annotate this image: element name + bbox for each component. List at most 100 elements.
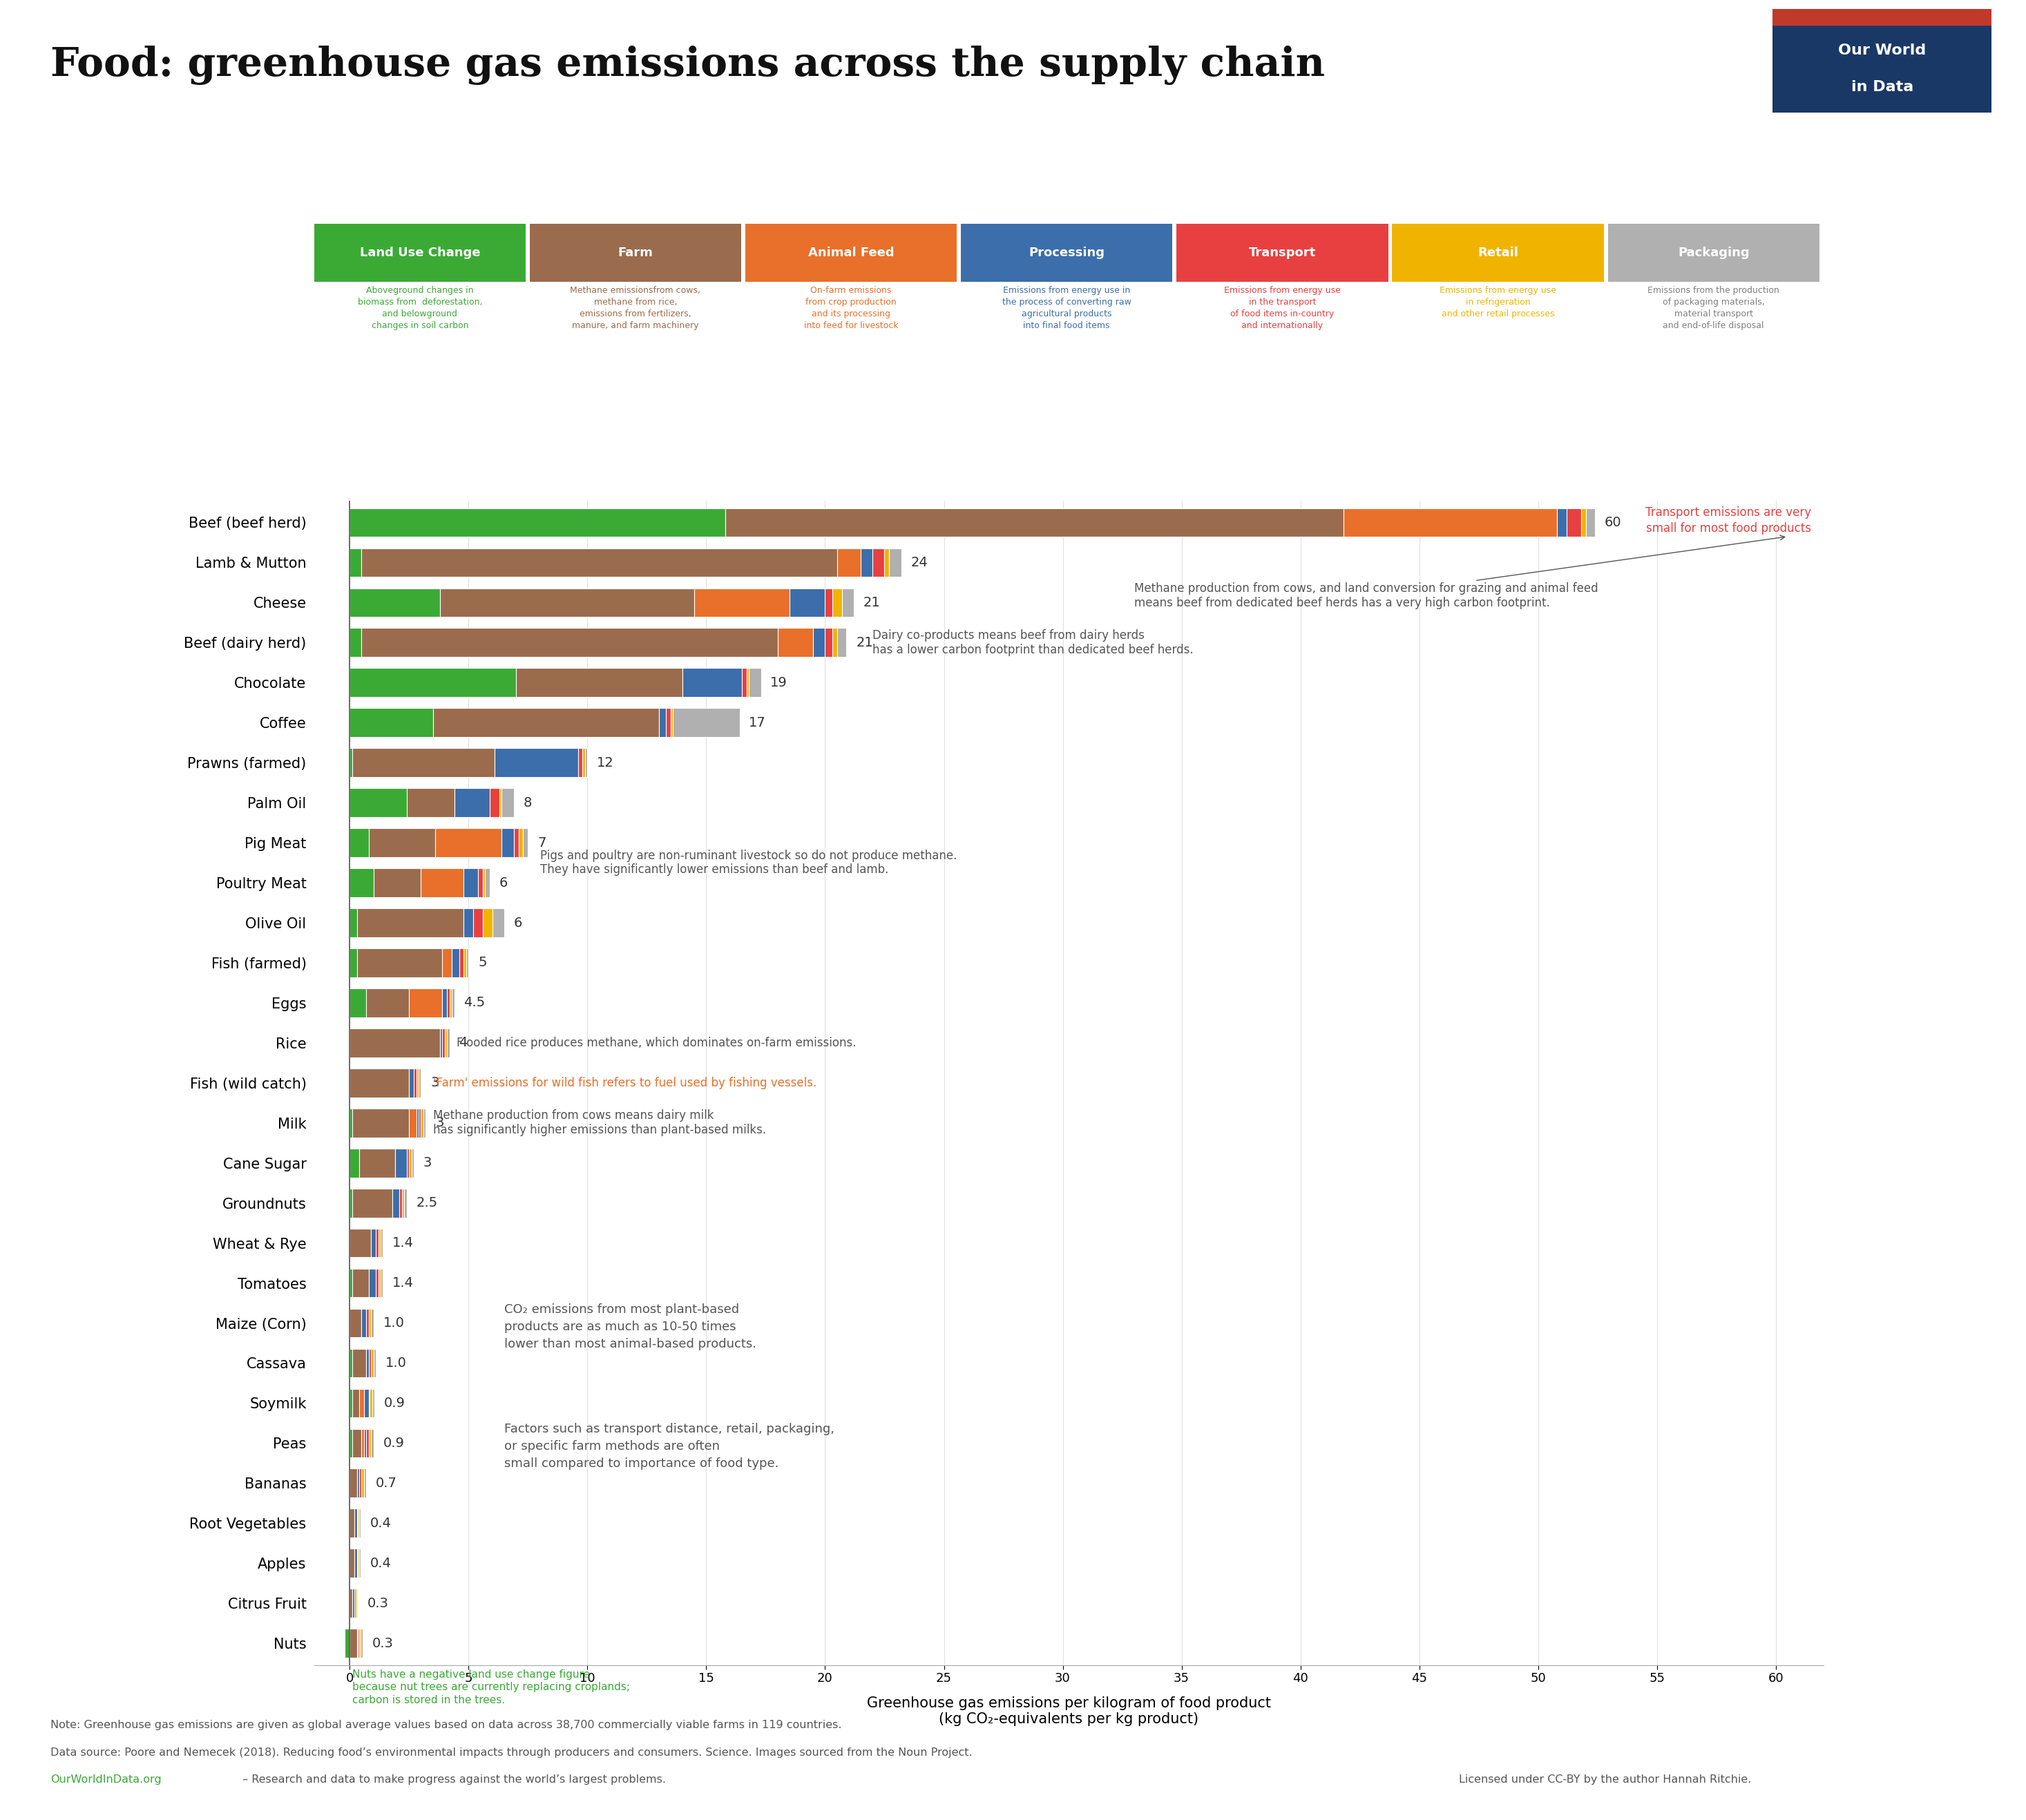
Bar xyxy=(359,1469,361,1498)
Bar xyxy=(484,868,490,897)
Text: Data source: Poore and Nemecek (2018). Reducing food’s environmental impacts thr: Data source: Poore and Nemecek (2018). R… xyxy=(51,1747,972,1758)
Bar xyxy=(1580,508,1586,537)
Bar xyxy=(353,1269,369,1298)
Bar xyxy=(658,708,667,737)
Text: Packaging: Packaging xyxy=(1678,248,1748,258)
Bar xyxy=(399,1188,401,1218)
Bar xyxy=(407,1148,409,1178)
Text: Emissions from energy use
in refrigeration
and other retail processes: Emissions from energy use in refrigerati… xyxy=(1440,286,1556,318)
Bar xyxy=(367,988,409,1017)
Bar xyxy=(515,828,519,857)
Bar xyxy=(350,588,440,617)
Bar xyxy=(357,948,442,977)
Bar xyxy=(454,788,490,817)
Bar xyxy=(421,868,464,897)
Bar xyxy=(442,988,448,1017)
Bar xyxy=(350,908,357,937)
Bar xyxy=(350,1549,355,1578)
Bar xyxy=(350,1509,355,1538)
Bar xyxy=(350,1349,353,1378)
Bar xyxy=(586,748,588,777)
Bar xyxy=(1343,508,1558,537)
Bar xyxy=(350,1629,357,1658)
Bar xyxy=(350,1429,353,1458)
Text: Land Use Change: Land Use Change xyxy=(359,248,480,258)
Bar xyxy=(519,828,523,857)
Bar xyxy=(361,1309,367,1338)
Bar xyxy=(885,548,889,577)
Bar xyxy=(355,1549,357,1578)
Bar xyxy=(492,908,504,937)
Bar xyxy=(359,1389,365,1418)
Bar xyxy=(873,548,885,577)
Bar xyxy=(377,1228,379,1258)
Bar xyxy=(361,548,837,577)
Text: Emissions from energy use in
the process of converting raw
agricultural products: Emissions from energy use in the process… xyxy=(1003,286,1131,329)
Bar xyxy=(357,1469,359,1498)
Bar xyxy=(361,1629,363,1658)
Bar xyxy=(350,1469,357,1498)
Text: 21: 21 xyxy=(863,595,879,610)
Bar xyxy=(421,1108,423,1138)
Bar xyxy=(671,708,673,737)
Text: 1.4: 1.4 xyxy=(393,1276,413,1290)
Text: On-farm emissions
from crop production
and its processing
into feed for livestoc: On-farm emissions from crop production a… xyxy=(804,286,898,329)
Bar xyxy=(812,628,825,657)
Text: Transport: Transport xyxy=(1248,248,1317,258)
Text: Retail: Retail xyxy=(1477,248,1517,258)
Bar xyxy=(350,1269,353,1298)
Bar xyxy=(350,1028,440,1057)
Bar xyxy=(1558,508,1566,537)
Bar xyxy=(464,868,478,897)
Bar xyxy=(502,788,515,817)
Bar xyxy=(371,1349,373,1378)
Bar xyxy=(350,628,361,657)
Text: 4: 4 xyxy=(460,1036,468,1050)
Bar xyxy=(448,988,450,1017)
Bar xyxy=(373,1389,375,1418)
Text: Our World: Our World xyxy=(1838,44,1927,58)
Text: 7: 7 xyxy=(537,835,547,850)
Bar xyxy=(466,948,468,977)
Bar xyxy=(371,1309,373,1338)
Bar xyxy=(350,1589,353,1618)
Bar xyxy=(350,988,367,1017)
Text: 0.9: 0.9 xyxy=(385,1396,405,1410)
Bar xyxy=(409,988,442,1017)
Bar xyxy=(353,1389,359,1418)
Bar xyxy=(373,868,421,897)
Bar xyxy=(790,588,825,617)
Bar xyxy=(825,628,833,657)
Bar xyxy=(482,908,492,937)
Bar xyxy=(889,548,902,577)
Bar xyxy=(464,948,466,977)
Bar xyxy=(517,668,683,697)
Bar xyxy=(353,1589,355,1618)
Bar xyxy=(357,908,464,937)
Bar xyxy=(381,1269,383,1298)
Text: Licensed under CC-BY by the author Hannah Ritchie.: Licensed under CC-BY by the author Hanna… xyxy=(1459,1774,1750,1785)
Text: Dairy co-products means beef from dairy herds
has a lower carbon footprint than : Dairy co-products means beef from dairy … xyxy=(873,630,1193,655)
Text: 'Farm' emissions for wild fish refers to fuel used by fishing vessels.: 'Farm' emissions for wild fish refers to… xyxy=(434,1077,816,1088)
Text: 6: 6 xyxy=(500,875,509,890)
Bar xyxy=(350,1108,353,1138)
Text: 6: 6 xyxy=(515,915,523,930)
Bar xyxy=(1773,9,1992,25)
Bar xyxy=(500,788,502,817)
Bar xyxy=(365,1429,367,1458)
Bar xyxy=(350,748,353,777)
Bar xyxy=(353,1108,409,1138)
Bar xyxy=(837,628,847,657)
Text: Processing: Processing xyxy=(1029,248,1104,258)
Text: Nuts have a negative land use change figure
because nut trees are currently repl: Nuts have a negative land use change fig… xyxy=(353,1669,630,1705)
Bar xyxy=(460,948,464,977)
Bar xyxy=(367,1429,369,1458)
Bar xyxy=(367,1309,369,1338)
Text: Transport emissions are very
small for most food products: Transport emissions are very small for m… xyxy=(1645,506,1811,535)
Text: 17: 17 xyxy=(750,715,766,730)
Bar xyxy=(1566,508,1580,537)
Bar xyxy=(381,1228,383,1258)
Text: CO₂ emissions from most plant-based
products are as much as 10-50 times
lower th: CO₂ emissions from most plant-based prod… xyxy=(504,1303,756,1350)
Bar xyxy=(350,668,517,697)
Bar xyxy=(415,1108,419,1138)
